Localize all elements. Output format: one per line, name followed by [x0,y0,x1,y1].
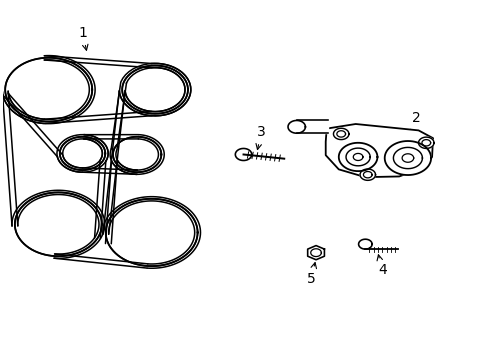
Text: 5: 5 [306,262,316,285]
Text: 1: 1 [78,26,88,50]
Text: 4: 4 [376,255,386,278]
Polygon shape [105,199,197,266]
Text: 3: 3 [256,125,265,149]
Polygon shape [235,148,251,161]
Polygon shape [418,137,433,148]
Polygon shape [359,169,375,180]
Polygon shape [358,239,371,249]
Polygon shape [60,137,105,170]
Polygon shape [296,121,327,133]
Polygon shape [338,143,377,171]
Polygon shape [333,128,348,140]
Text: 2: 2 [410,111,420,135]
Polygon shape [15,192,102,256]
Polygon shape [287,121,305,133]
Polygon shape [384,141,430,175]
Polygon shape [5,58,92,122]
Polygon shape [113,137,161,172]
Polygon shape [325,124,432,177]
Polygon shape [307,246,324,260]
Polygon shape [122,66,187,114]
